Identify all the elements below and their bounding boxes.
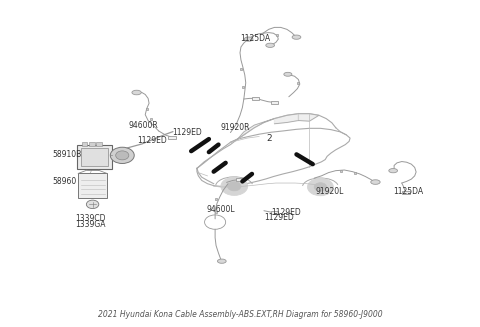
Ellipse shape <box>217 259 226 263</box>
Ellipse shape <box>292 35 301 39</box>
Bar <box>81 147 108 166</box>
Circle shape <box>221 177 248 196</box>
Text: 2021 Hyundai Kona Cable Assembly-ABS.EXT,RH Diagram for 58960-J9000: 2021 Hyundai Kona Cable Assembly-ABS.EXT… <box>98 310 382 319</box>
Ellipse shape <box>266 43 275 47</box>
Circle shape <box>228 182 241 191</box>
Text: 94600L: 94600L <box>206 205 235 214</box>
Bar <box>89 142 95 146</box>
Circle shape <box>86 200 99 209</box>
Bar <box>271 211 278 214</box>
Text: 1125DA: 1125DA <box>393 187 423 196</box>
Text: 91920L: 91920L <box>316 187 344 196</box>
Ellipse shape <box>284 72 292 76</box>
Bar <box>82 142 87 146</box>
Text: 58960: 58960 <box>52 177 77 186</box>
Text: 1129ED: 1129ED <box>271 208 301 217</box>
Text: 2: 2 <box>266 134 272 143</box>
Polygon shape <box>299 114 319 121</box>
Bar <box>403 191 409 195</box>
Polygon shape <box>238 119 275 139</box>
Bar <box>271 101 278 104</box>
Text: 1129ED: 1129ED <box>264 214 294 222</box>
Text: 1129ED: 1129ED <box>172 128 202 137</box>
Circle shape <box>308 178 333 196</box>
Text: 1339GA: 1339GA <box>75 220 106 229</box>
Circle shape <box>116 151 129 160</box>
Polygon shape <box>275 114 299 124</box>
Ellipse shape <box>244 37 253 41</box>
Text: 94600R: 94600R <box>129 121 159 129</box>
Bar <box>78 173 107 198</box>
Circle shape <box>110 147 134 164</box>
Text: 58910B: 58910B <box>52 150 82 159</box>
Ellipse shape <box>371 180 380 184</box>
Bar <box>96 142 102 146</box>
Ellipse shape <box>389 168 397 173</box>
Text: 91920R: 91920R <box>221 123 251 132</box>
Text: 1129ED: 1129ED <box>137 136 167 145</box>
Ellipse shape <box>132 90 141 95</box>
Bar <box>252 97 259 100</box>
Bar <box>77 145 112 169</box>
Bar <box>168 136 176 139</box>
Text: 1125DA: 1125DA <box>240 34 270 43</box>
Text: 1339CD: 1339CD <box>75 215 106 223</box>
Bar <box>236 178 244 181</box>
Circle shape <box>314 183 326 191</box>
